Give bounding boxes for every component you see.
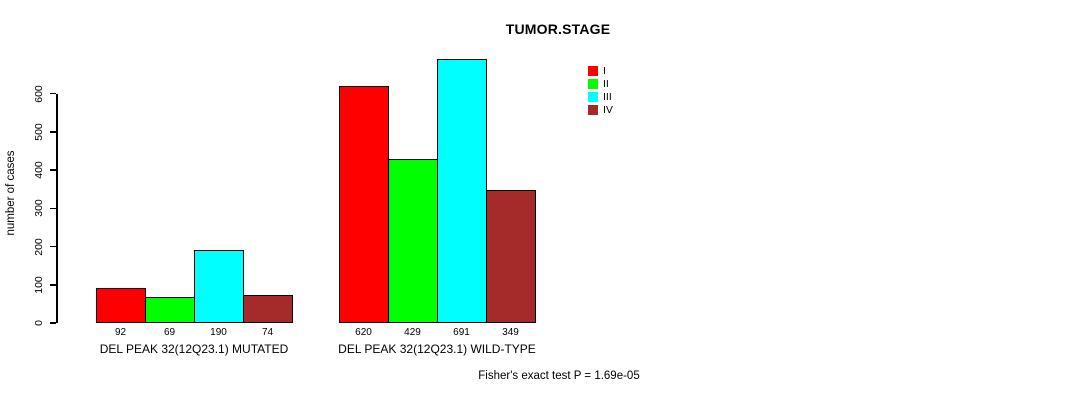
legend-label: I (603, 65, 606, 77)
bar-IV-group2 (486, 190, 536, 323)
y-axis-label: number of cases (5, 150, 17, 236)
legend-swatch-icon (588, 79, 598, 89)
bar-value-label: 620 (355, 327, 372, 338)
y-tick (50, 131, 56, 133)
y-tick (50, 169, 56, 171)
legend-label: IV (603, 104, 613, 116)
y-tick-label: 400 (33, 161, 45, 179)
bar-IV-group1 (243, 295, 293, 323)
bar-value-label: 349 (502, 327, 519, 338)
bar-II-group2 (388, 159, 438, 323)
legend-swatch-icon (588, 105, 598, 115)
bar-value-label: 92 (114, 327, 127, 338)
y-tick-label: 500 (33, 122, 45, 141)
y-tick-label: 300 (33, 199, 45, 218)
y-axis-line (56, 93, 58, 323)
y-tick (50, 207, 56, 209)
bar-value-label: 429 (404, 327, 421, 338)
fisher-test-annotation: Fisher's exact test P = 1.69e-05 (478, 370, 640, 382)
y-tick-label: 600 (33, 84, 45, 103)
group-label: DEL PEAK 32(12Q23.1) WILD-TYPE (338, 342, 536, 356)
bar-I-group1 (96, 288, 146, 323)
chart-title: TUMOR.STAGE (505, 21, 611, 37)
legend-item-I: I (588, 66, 613, 76)
bar-II-group1 (145, 297, 195, 323)
y-tick-label: 200 (33, 237, 45, 256)
bar-value-label: 691 (453, 327, 470, 338)
legend-label: III (603, 91, 612, 103)
legend-swatch-icon (588, 66, 598, 76)
bar-III-group1 (194, 250, 244, 323)
bar-value-label: 74 (261, 327, 274, 338)
legend-item-IV: IV (588, 105, 613, 115)
y-tick-label: 100 (33, 275, 45, 294)
y-tick (50, 92, 56, 95)
y-tick (50, 284, 56, 286)
group-label: DEL PEAK 32(12Q23.1) MUTATED (99, 342, 289, 356)
y-tick (50, 322, 56, 324)
bar-III-group2 (437, 59, 487, 323)
legend-swatch-icon (588, 92, 598, 102)
y-tick-label: 0 (33, 320, 45, 326)
bar-value-label: 69 (163, 327, 176, 338)
legend: I II III IV (588, 66, 613, 118)
bar-value-label: 190 (210, 327, 227, 338)
bar-I-group2 (339, 86, 389, 323)
legend-label: II (603, 78, 609, 90)
y-tick (50, 245, 56, 248)
legend-item-II: II (588, 79, 613, 89)
legend-item-III: III (588, 92, 613, 102)
